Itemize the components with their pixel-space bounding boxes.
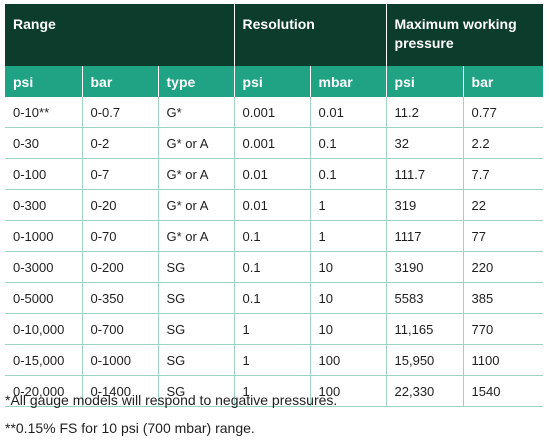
table-row: 0-10,000 0-700 SG 1 10 11,165 770 xyxy=(5,313,544,345)
table-cell: 2.2 xyxy=(462,127,544,159)
table-cell: 0.1 xyxy=(233,220,311,252)
table-cell: 5583 xyxy=(385,282,464,314)
footnote-gauge: *All gauge models will respond to negati… xyxy=(5,392,338,408)
column-header: psi xyxy=(233,66,311,97)
table-row: 0-30 0-2 G* or A 0.001 0.1 32 2.2 xyxy=(5,127,544,159)
table-cell: 10 xyxy=(309,282,387,314)
table-cell: 0.1 xyxy=(309,127,387,159)
table-cell: 0.1 xyxy=(233,282,311,314)
table-cell: SG xyxy=(157,344,235,376)
table-cell: 319 xyxy=(385,189,464,221)
table-cell: SG xyxy=(157,282,235,314)
table-cell: 0-20 xyxy=(81,189,158,221)
pressure-range-table: Range Resolution Maximum working pressur… xyxy=(5,4,544,407)
table-cell: 0-7 xyxy=(81,158,158,190)
table-cell: 0-15,000 xyxy=(5,344,82,376)
table-cell: 385 xyxy=(462,282,544,314)
table-cell: 10 xyxy=(309,251,387,283)
table-row: 0-20,000 0-1400 SG 1 100 22,330 1540 xyxy=(5,375,544,407)
group-header-resolution: Resolution xyxy=(233,4,387,66)
table-cell: 0-200 xyxy=(81,251,158,283)
table-cell: 7.7 xyxy=(462,158,544,190)
table-cell: 22,330 xyxy=(385,375,464,407)
table-cell: SG xyxy=(157,313,235,345)
table-cell: 0-350 xyxy=(81,282,158,314)
table-cell: 11.2 xyxy=(385,97,464,128)
table-cell: 32 xyxy=(385,127,464,159)
column-header: type xyxy=(157,66,235,97)
table-cell: 0-10** xyxy=(5,97,82,128)
table-cell: 1 xyxy=(309,189,387,221)
table-cell: 11,165 xyxy=(385,313,464,345)
group-header-max-pressure: Maximum working pressure xyxy=(385,4,544,66)
table-cell: 220 xyxy=(462,251,544,283)
footnote-accuracy: **0.15% FS for 10 psi (700 mbar) range. xyxy=(5,420,255,436)
table-cell: 0.77 xyxy=(462,97,544,128)
column-header: psi xyxy=(5,66,82,97)
table-cell: 0.001 xyxy=(233,97,311,128)
table-cell: SG xyxy=(157,251,235,283)
table-cell: 0-1000 xyxy=(81,344,158,376)
table-cell: 0-5000 xyxy=(5,282,82,314)
column-header-row: psi bar type psi mbar psi bar xyxy=(5,66,544,97)
table-cell: G* or A xyxy=(157,220,235,252)
table-cell: 0.01 xyxy=(233,189,311,221)
table-cell: 100 xyxy=(309,375,387,407)
table-row: 0-10** 0-0.7 G* 0.001 0.01 11.2 0.77 xyxy=(5,97,544,128)
table-cell: 0-10,000 xyxy=(5,313,82,345)
table-cell: SG xyxy=(157,375,235,407)
table-cell: 1 xyxy=(233,344,311,376)
column-header: psi xyxy=(385,66,464,97)
table-cell: G* or A xyxy=(157,158,235,190)
table-row: 0-1000 0-70 G* or A 0.1 1 1117 77 xyxy=(5,220,544,252)
column-header: bar xyxy=(462,66,544,97)
table-cell: 0-70 xyxy=(81,220,158,252)
table-row: 0-100 0-7 G* or A 0.01 0.1 111.7 7.7 xyxy=(5,158,544,190)
table-cell: 1 xyxy=(233,375,311,407)
table-cell: 0.01 xyxy=(309,97,387,128)
table-cell: G* or A xyxy=(157,127,235,159)
table-row: 0-5000 0-350 SG 0.1 10 5583 385 xyxy=(5,282,544,314)
table-cell: 0-1000 xyxy=(5,220,82,252)
table-cell: 100 xyxy=(309,344,387,376)
table-cell: 0-0.7 xyxy=(81,97,158,128)
table-body: 0-10** 0-0.7 G* 0.001 0.01 11.2 0.77 0-30 0-2 G* … xyxy=(5,97,544,407)
table-cell: 22 xyxy=(462,189,544,221)
table-row: 0-3000 0-200 SG 0.1 10 3190 220 xyxy=(5,251,544,283)
table-cell: 15,950 xyxy=(385,344,464,376)
table-cell: 0.1 xyxy=(309,158,387,190)
table-cell: 77 xyxy=(462,220,544,252)
table-row: 0-15,000 0-1000 SG 1 100 15,950 1100 xyxy=(5,344,544,376)
table-cell: 0-30 xyxy=(5,127,82,159)
table-cell: 1 xyxy=(233,313,311,345)
table-cell: 770 xyxy=(462,313,544,345)
table-cell: 0-100 xyxy=(5,158,82,190)
table-cell: 111.7 xyxy=(385,158,464,190)
column-header: bar xyxy=(81,66,158,97)
table-cell: 0-20,000 xyxy=(5,375,82,407)
table-cell: 3190 xyxy=(385,251,464,283)
column-header: mbar xyxy=(309,66,387,97)
footnotes: *All gauge models will respond to negati… xyxy=(5,390,337,446)
table-cell: 1117 xyxy=(385,220,464,252)
table-cell: G* xyxy=(157,97,235,128)
table-cell: 0-700 xyxy=(81,313,158,345)
table-cell: 0-2 xyxy=(81,127,158,159)
table-cell: 0-300 xyxy=(5,189,82,221)
table-cell: 10 xyxy=(309,313,387,345)
table-row: 0-300 0-20 G* or A 0.01 1 319 22 xyxy=(5,189,544,221)
table-cell: 1 xyxy=(309,220,387,252)
table-cell: 0.1 xyxy=(233,251,311,283)
table-cell: 0.001 xyxy=(233,127,311,159)
table-cell: 1540 xyxy=(462,375,544,407)
table-cell: 1100 xyxy=(462,344,544,376)
table-cell: 0-1400 xyxy=(81,375,158,407)
table-cell: 0.01 xyxy=(233,158,311,190)
table-cell: G* or A xyxy=(157,189,235,221)
group-header-range: Range xyxy=(5,4,235,66)
table-cell: 0-3000 xyxy=(5,251,82,283)
group-header-row: Range Resolution Maximum working pressur… xyxy=(5,4,544,66)
